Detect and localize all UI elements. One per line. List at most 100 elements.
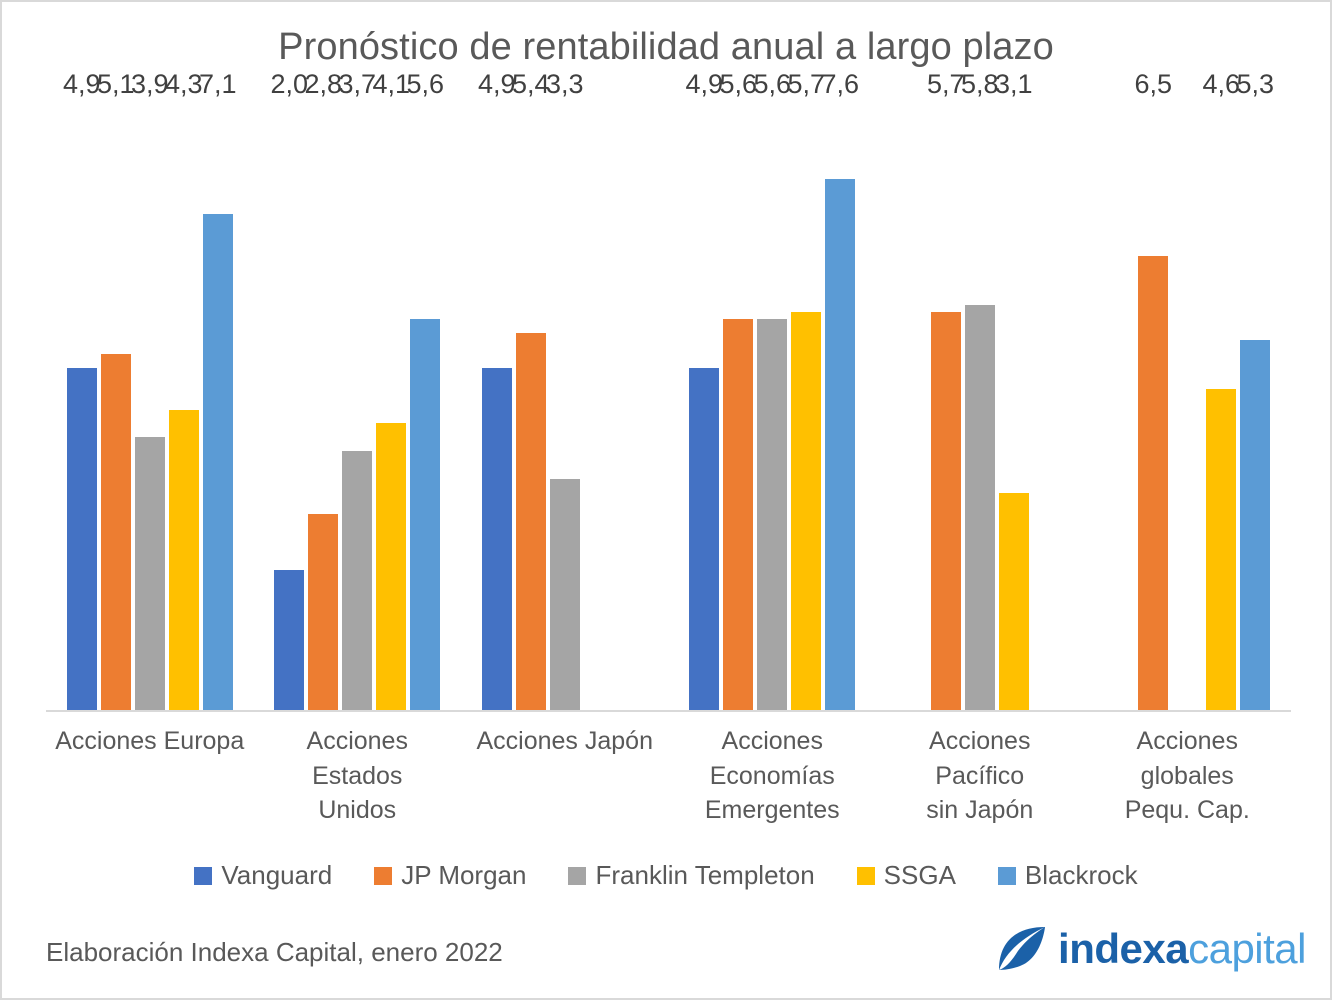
plot-area: 4,9 5,1 3,9 4,3 7,1 2,0 2,8 3,7 4,1 5,6 4,9 5,4 3,3 4…: [46, 71, 1292, 712]
bar-value-label: 5,8: [960, 69, 999, 99]
bar-value-label: 5,7: [926, 69, 965, 99]
bar[interactable]: 3,3: [546, 71, 584, 710]
legend-item[interactable]: Vanguard: [194, 860, 332, 891]
bar-value-label: 5,6: [753, 69, 792, 99]
bar-group: 4,9 5,6 5,6 5,7 7,6: [669, 71, 877, 710]
bar-value-label: 5,4: [511, 69, 550, 99]
indexa-capital-logo: indexacapital: [996, 924, 1306, 974]
legend-label: Blackrock: [1024, 860, 1138, 890]
bar[interactable]: 2,0: [270, 71, 308, 710]
bar-slot: [618, 102, 648, 710]
bar-slot: 5,1: [97, 71, 135, 710]
bar-group: 4,9 5,1 3,9 4,3 7,1: [46, 71, 254, 710]
bar-value-label: 3,7: [338, 69, 377, 99]
bar[interactable]: 4,9: [63, 71, 101, 710]
bar[interactable]: 7,1: [199, 71, 237, 710]
logo-word-indexa: indexa: [1058, 925, 1189, 972]
bar-slot: [1172, 102, 1202, 710]
bar-slot: [1104, 102, 1134, 710]
bar-value-label: 5,3: [1236, 69, 1275, 99]
bar-value-label: 5,6: [406, 69, 445, 99]
bar-slot: 5,6: [719, 71, 757, 710]
bar-value-label: 7,6: [821, 69, 860, 99]
bar-slot: 2,0: [270, 71, 308, 710]
x-axis-line: [46, 710, 1291, 712]
bar[interactable]: 4,9: [478, 71, 516, 710]
bar-slot: [584, 102, 614, 710]
category-label: Acciones Japón: [476, 727, 653, 755]
bar[interactable]: 4,3: [165, 71, 203, 710]
bar-slot: 7,1: [199, 71, 237, 710]
bar-slot: [897, 102, 927, 710]
bar-value-label: 3,1: [994, 69, 1033, 99]
bar[interactable]: 4,1: [372, 71, 410, 710]
bar-slot: 5,6: [406, 71, 444, 710]
bar-slot: 2,8: [304, 71, 342, 710]
legend-swatch-icon: [374, 866, 393, 885]
bar[interactable]: 5,6: [406, 71, 444, 710]
bar[interactable]: 5,7: [927, 71, 965, 710]
bar-slot: 3,3: [546, 71, 584, 710]
legend-item[interactable]: Blackrock: [997, 860, 1138, 891]
category-label: Acciones Estados Unidos: [306, 727, 408, 824]
bar-value-label: 3,9: [130, 69, 169, 99]
bar[interactable]: 2,8: [304, 71, 342, 710]
bar-slot: 3,7: [338, 71, 376, 710]
bar-value-label: 4,1: [372, 69, 411, 99]
bar[interactable]: 4,9: [685, 71, 723, 710]
bar-groups: 4,9 5,1 3,9 4,3 7,1 2,0 2,8 3,7 4,1 5,6 4,9 5,4 3,3 4…: [46, 71, 1292, 710]
legend-item[interactable]: SSGA: [856, 860, 956, 891]
bar-value-label: 5,1: [96, 69, 135, 99]
bar-value-label: 5,6: [719, 69, 758, 99]
bar-slot: [1033, 102, 1063, 710]
source-note: Elaboración Indexa Capital, enero 2022: [46, 937, 503, 967]
category-label: Acciones globales Pequ. Cap.: [1124, 727, 1250, 824]
bar-slot: 5,7: [787, 71, 825, 710]
bar-slot: 4,9: [478, 71, 516, 710]
bar[interactable]: 5,1: [97, 71, 135, 710]
bar[interactable]: 5,6: [719, 71, 757, 710]
category-label: Acciones Economías Emergentes: [704, 727, 840, 824]
bar-slot: 5,6: [753, 71, 791, 710]
bar[interactable]: 7,6: [821, 71, 859, 710]
bar-value-label: 4,9: [685, 69, 724, 99]
chart-legend: Vanguard JP Morgan Franklin Templeton SSGA B…: [2, 860, 1330, 891]
bar-slot: 5,8: [961, 71, 999, 710]
legend-label: Vanguard: [221, 860, 333, 890]
bar-slot: 4,1: [372, 71, 410, 710]
bar[interactable]: 5,6: [753, 71, 791, 710]
bar-value-label: 6,5: [1134, 69, 1173, 99]
bar-value-label: 3,3: [545, 69, 584, 99]
bar[interactable]: 5,7: [787, 71, 825, 710]
bar-value-label: 4,6: [1202, 69, 1241, 99]
bar[interactable]: 4,6: [1202, 71, 1240, 710]
legend-swatch-icon: [856, 866, 875, 885]
bar-slot: 6,5: [1134, 71, 1172, 710]
bar[interactable]: 3,7: [338, 71, 376, 710]
bar-slot: 4,9: [685, 71, 723, 710]
bar-group: 4,9 5,4 3,3: [461, 71, 669, 710]
legend-label: JP Morgan: [401, 860, 527, 890]
bar[interactable]: 6,5: [1134, 71, 1172, 710]
bar-slot: 3,1: [995, 71, 1033, 710]
legend-item[interactable]: JP Morgan: [374, 860, 526, 891]
legend-item[interactable]: Franklin Templeton: [568, 860, 815, 891]
bar[interactable]: 5,3: [1236, 71, 1274, 710]
bar[interactable]: 3,9: [131, 71, 169, 710]
bar[interactable]: 5,4: [512, 71, 550, 710]
legend-swatch-icon: [997, 866, 1016, 885]
bar-slot: 4,3: [165, 71, 203, 710]
bar-group: 5,7 5,8 3,1: [876, 71, 1084, 710]
bar-slot: 5,4: [512, 71, 550, 710]
legend-swatch-icon: [568, 866, 587, 885]
bar-value-label: 2,0: [270, 69, 309, 99]
bar[interactable]: 5,8: [961, 71, 999, 710]
bar-slot: 3,9: [131, 71, 169, 710]
bar-slot: 7,6: [821, 71, 859, 710]
logo-word-capital: capital: [1188, 925, 1306, 972]
bar[interactable]: 3,1: [995, 71, 1033, 710]
bar-group: 6,5 4,6 5,3: [1084, 71, 1292, 710]
category-label: Acciones Europa: [55, 727, 245, 755]
legend-swatch-icon: [194, 866, 213, 885]
